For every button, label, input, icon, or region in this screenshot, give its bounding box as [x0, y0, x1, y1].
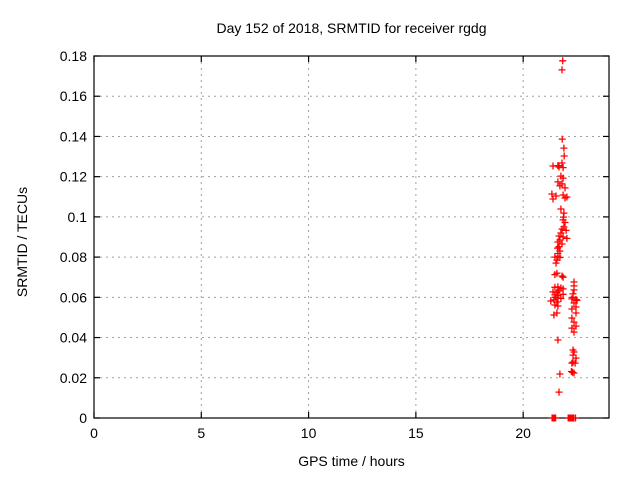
y-axis-label: SRMTID / TECUs	[14, 186, 30, 298]
y-tick-label: 0.1	[68, 209, 88, 225]
y-tick-label: 0.02	[60, 370, 87, 386]
x-tick-label: 10	[301, 425, 317, 441]
y-tick-label: 0.12	[60, 169, 87, 185]
x-tick-label: 20	[515, 425, 531, 441]
x-axis-label: GPS time / hours	[298, 453, 405, 469]
y-tick-label: 0.06	[60, 289, 87, 305]
series-SRMTID-markers	[547, 57, 581, 422]
x-tick-label: 0	[90, 425, 98, 441]
y-tick-label: 0.18	[60, 48, 87, 64]
chart-title: Day 152 of 2018, SRMTID for receiver rgd…	[216, 20, 487, 36]
y-tick-label: 0.16	[60, 88, 87, 104]
axis-ticks	[93, 55, 609, 419]
y-tick-label: 0.08	[60, 249, 87, 265]
y-tick-label: 0.04	[60, 330, 87, 346]
x-tick-label: 5	[197, 425, 205, 441]
grid-lines	[94, 56, 609, 418]
plot-border	[93, 55, 610, 419]
y-tick-label: 0	[79, 410, 87, 426]
x-tick-label: 15	[408, 425, 424, 441]
tick-labels: 0 5 10 15 20 0 0.02 0.04 0.06 0.08 0.1 0.12 0.14 0.16…	[60, 48, 531, 441]
data-points	[547, 57, 581, 422]
y-tick-label: 0.14	[60, 128, 87, 144]
